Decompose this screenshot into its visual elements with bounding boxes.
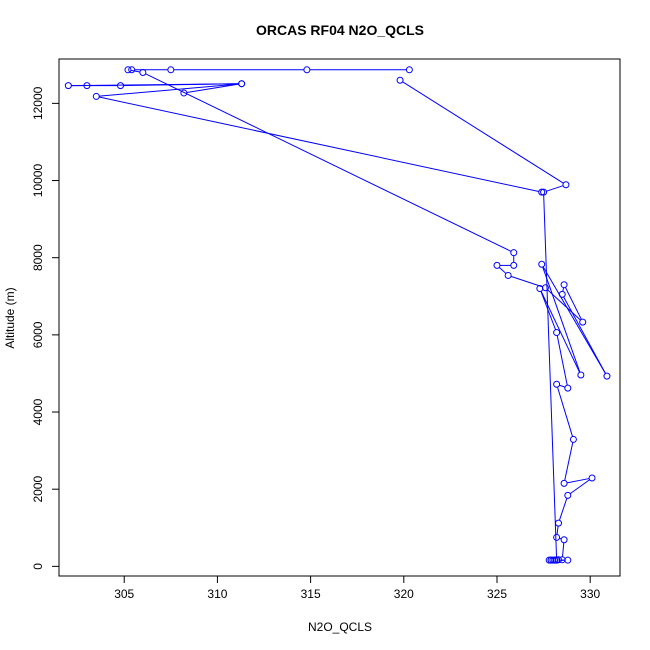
series-1-segment [559, 384, 566, 388]
series-1-point [553, 329, 561, 337]
y-tick-label: 6000 [31, 321, 45, 348]
series-1-point [579, 318, 587, 326]
series-1-segment [556, 335, 568, 386]
series-1-point [564, 491, 572, 499]
series-1-point [545, 556, 553, 564]
x-tick-label: 315 [301, 587, 321, 601]
series-2-point [238, 80, 246, 88]
series-1-point [124, 66, 132, 74]
series-1-point [128, 66, 136, 74]
series-1-point [540, 188, 548, 196]
series-1-segment [562, 287, 565, 292]
series-1-point [569, 435, 577, 443]
series-1-segment [498, 267, 507, 274]
series-1-point [560, 536, 568, 544]
x-axis-label: N2O_QCLS [308, 620, 372, 634]
series-1-point [536, 285, 544, 293]
series-2-point [92, 92, 100, 100]
series-1-point [549, 556, 557, 564]
series-1-segment [145, 73, 512, 252]
series-1-point [538, 260, 546, 268]
series-1-point [562, 181, 570, 189]
y-axis: 0 2000 4000 6000 8000 10000 12000 [31, 86, 60, 570]
chart-title: ORCAS RF04 N2O_QCLS [256, 22, 424, 38]
series-1-segment [562, 542, 565, 557]
series-1-segment [557, 386, 574, 437]
series-1-point [553, 533, 561, 541]
series-2-point [117, 82, 124, 90]
series-1-point [510, 261, 518, 269]
series-1-segment [542, 266, 581, 373]
series-1-segment [546, 185, 564, 192]
series-1-point [564, 384, 572, 392]
x-tick-label: 320 [394, 587, 414, 601]
series-1-point [603, 372, 611, 380]
series-1-segment [510, 275, 543, 288]
series-1-segment [543, 195, 558, 558]
series-1-point [396, 76, 404, 84]
series-1-point [577, 371, 585, 379]
series-1-point [504, 271, 512, 279]
series-1-segment [130, 69, 141, 73]
series-1-point [493, 261, 501, 269]
y-tick-label: 2000 [31, 476, 45, 503]
series-1-point [553, 380, 561, 388]
series-1-segment [566, 478, 590, 484]
series-1-point [564, 556, 572, 564]
x-tick-label: 325 [487, 587, 507, 601]
x-axis: 305 310 315 320 325 330 [114, 575, 601, 601]
series-1-segment [547, 289, 581, 321]
x-tick-label: 305 [114, 587, 134, 601]
y-tick-label: 4000 [31, 398, 45, 425]
series-1-segment [402, 81, 564, 184]
series-1-point [588, 474, 596, 482]
x-tick-label: 310 [207, 587, 227, 601]
series-1-segment [558, 498, 568, 521]
series-1-segment [542, 266, 606, 374]
y-tick-label: 10000 [31, 164, 45, 198]
series-1-point [560, 479, 568, 487]
series-1-segment [556, 526, 559, 535]
series-2-point [180, 89, 188, 97]
series-1-point [167, 66, 175, 74]
series-1-point [303, 66, 311, 74]
series-1-point [510, 249, 518, 257]
series-2-point [83, 82, 91, 90]
y-axis-label: Altitude (m) [3, 287, 17, 348]
series-1-segment [564, 287, 582, 320]
series-layer [64, 66, 611, 564]
series-1-segment [564, 442, 574, 481]
y-tick-label: 0 [31, 563, 45, 570]
y-tick-label: 8000 [31, 244, 45, 271]
series-1-point [139, 69, 147, 76]
series-1-point [553, 556, 561, 564]
series-2-segment [186, 83, 239, 93]
series-1-point [558, 290, 566, 298]
series-2-point [64, 82, 72, 90]
y-tick-label: 12000 [31, 86, 45, 120]
series-1-point [405, 66, 413, 74]
series-1-point [555, 519, 562, 527]
x-tick-label: 330 [580, 587, 600, 601]
series-2-segment [99, 83, 239, 97]
series-1-point [560, 281, 568, 289]
series-2-point [538, 188, 546, 196]
series-2-segment [99, 96, 539, 192]
series-1-segment [569, 479, 590, 495]
series-2-segment [71, 83, 239, 87]
